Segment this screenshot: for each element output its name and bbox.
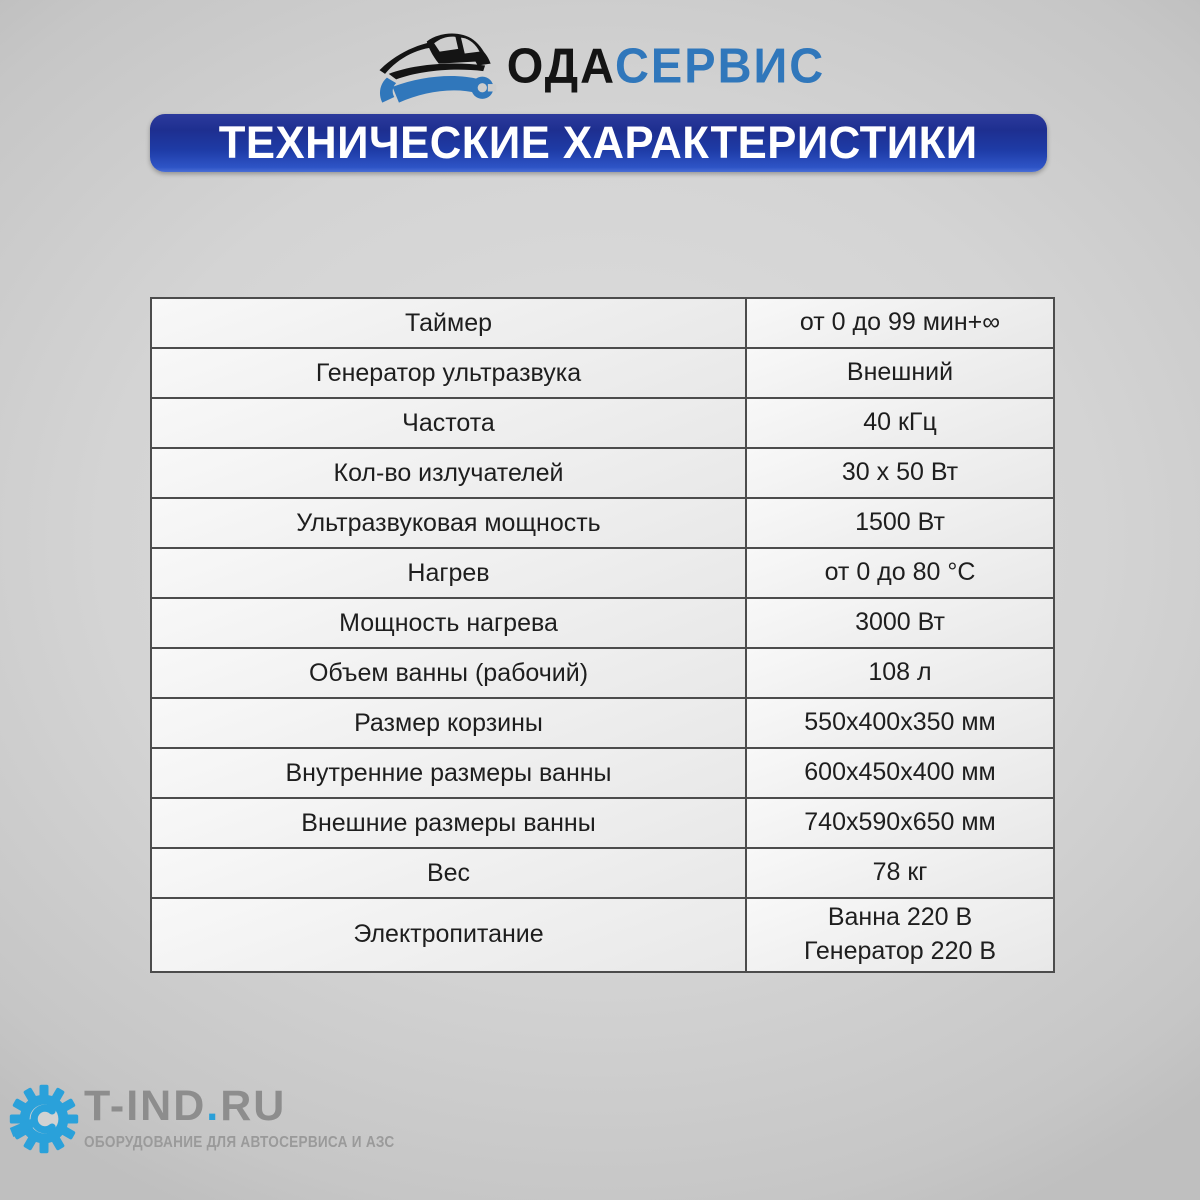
- table-row: Ультразвуковая мощность 1500 Вт: [150, 497, 1055, 549]
- spec-value: 108 л: [745, 647, 1055, 699]
- table-row: Объем ванны (рабочий) 108 л: [150, 647, 1055, 699]
- spec-value: 40 кГц: [745, 397, 1055, 449]
- spec-label: Частота: [150, 397, 747, 449]
- watermark: T-IND.RU ОБОРУДОВАНИЕ ДЛЯ АВТОСЕРВИСА И …: [8, 1083, 449, 1155]
- brand-name-blue: СЕРВИС: [614, 37, 826, 94]
- table-row: Внутренние размеры ванны 600х450х400 мм: [150, 747, 1055, 799]
- spec-label: Мощность нагрева: [150, 597, 747, 649]
- table-row: Вес 78 кг: [150, 847, 1055, 899]
- table-row: Частота 40 кГц: [150, 397, 1055, 449]
- spec-label: Нагрев: [150, 547, 747, 599]
- spec-label: Объем ванны (рабочий): [150, 647, 747, 699]
- spec-label: Ультразвуковая мощность: [150, 497, 747, 549]
- table-row: Нагрев от 0 до 80 °С: [150, 547, 1055, 599]
- spec-label: Размер корзины: [150, 697, 747, 749]
- gear-wrench-icon: [9, 1084, 79, 1154]
- table-row: Мощность нагрева 3000 Вт: [150, 597, 1055, 649]
- watermark-site-left: T-IND: [84, 1082, 207, 1130]
- spec-value: 78 кг: [745, 847, 1055, 899]
- spec-value: 600х450х400 мм: [745, 747, 1055, 799]
- spec-label: Электропитание: [150, 897, 747, 973]
- car-wrench-icon: [379, 33, 496, 103]
- spec-value: 740х590х650 мм: [745, 797, 1055, 849]
- table-row: Внешние размеры ванны 740х590х650 мм: [150, 797, 1055, 849]
- spec-value: 3000 Вт: [745, 597, 1055, 649]
- brand-name: ОДАСЕРВИС: [507, 37, 826, 94]
- title-banner: ТЕХНИЧЕСКИЕ ХАРАКТЕРИСТИКИ: [150, 114, 1047, 172]
- spec-label: Таймер: [150, 297, 747, 349]
- spec-value: от 0 до 80 °С: [745, 547, 1055, 599]
- watermark-texts: T-IND.RU ОБОРУДОВАНИЕ ДЛЯ АВТОСЕРВИСА И …: [84, 1083, 449, 1152]
- spec-label: Кол-во излучателей: [150, 447, 747, 499]
- watermark-site-name: T-IND.RU: [84, 1085, 449, 1128]
- page-title: ТЕХНИЧЕСКИЕ ХАРАКТЕРИСТИКИ: [219, 117, 978, 168]
- table-row: Размер корзины 550х400х350 мм: [150, 697, 1055, 749]
- brand-name-black: ОДА: [506, 37, 615, 94]
- spec-value: Внешний: [745, 347, 1055, 399]
- spec-label: Внешние размеры ванны: [150, 797, 747, 849]
- spec-label: Внутренние размеры ванны: [150, 747, 747, 799]
- spec-value: 1500 Вт: [745, 497, 1055, 549]
- table-row: Кол-во излучателей 30 х 50 Вт: [150, 447, 1055, 499]
- watermark-site-right: RU: [220, 1082, 287, 1130]
- table-row: Генератор ультразвука Внешний: [150, 347, 1055, 399]
- spec-value: 30 х 50 Вт: [745, 447, 1055, 499]
- spec-table-body: Таймер от 0 до 99 мин+∞ Генератор ультра…: [150, 297, 1055, 973]
- spec-table: Таймер от 0 до 99 мин+∞ Генератор ультра…: [150, 297, 1055, 973]
- watermark-tagline: ОБОРУДОВАНИЕ ДЛЯ АВТОСЕРВИСА И АЗС: [84, 1134, 395, 1151]
- spec-label: Вес: [150, 847, 747, 899]
- table-row: Таймер от 0 до 99 мин+∞: [150, 297, 1055, 349]
- spec-value: 550х400х350 мм: [745, 697, 1055, 749]
- spec-label: Генератор ультразвука: [150, 347, 747, 399]
- spec-value: Ванна 220 В Генератор 220 В: [745, 897, 1055, 973]
- table-row: Электропитание Ванна 220 В Генератор 220…: [150, 897, 1055, 973]
- brand-logo: ОДАСЕРВИС: [0, 18, 1200, 113]
- spec-value: от 0 до 99 мин+∞: [745, 297, 1055, 349]
- watermark-site-dot: .: [206, 1082, 221, 1130]
